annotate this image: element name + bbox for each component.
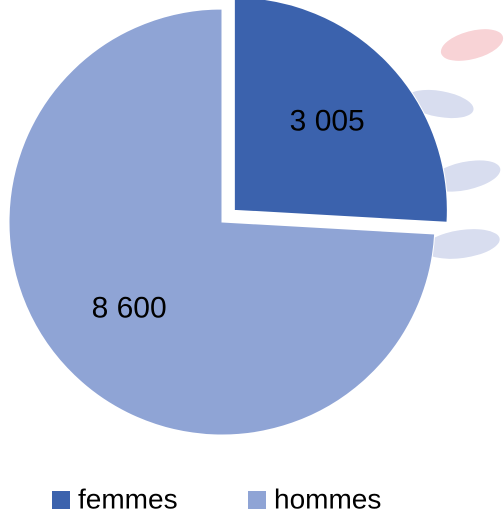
data-label: 3 005 [290,104,365,137]
leaf-decoration [437,23,504,67]
page: {"chart_data": {"type": "pie", "categori… [0,0,504,526]
chart: 3 005 8 600 femmes hommes [0,0,504,526]
legend-label: hommes [274,483,381,514]
data-label: 8 600 [92,292,167,325]
legend-swatch [52,491,70,509]
legend-swatch [248,491,266,509]
legend-label: femmes [78,483,178,514]
